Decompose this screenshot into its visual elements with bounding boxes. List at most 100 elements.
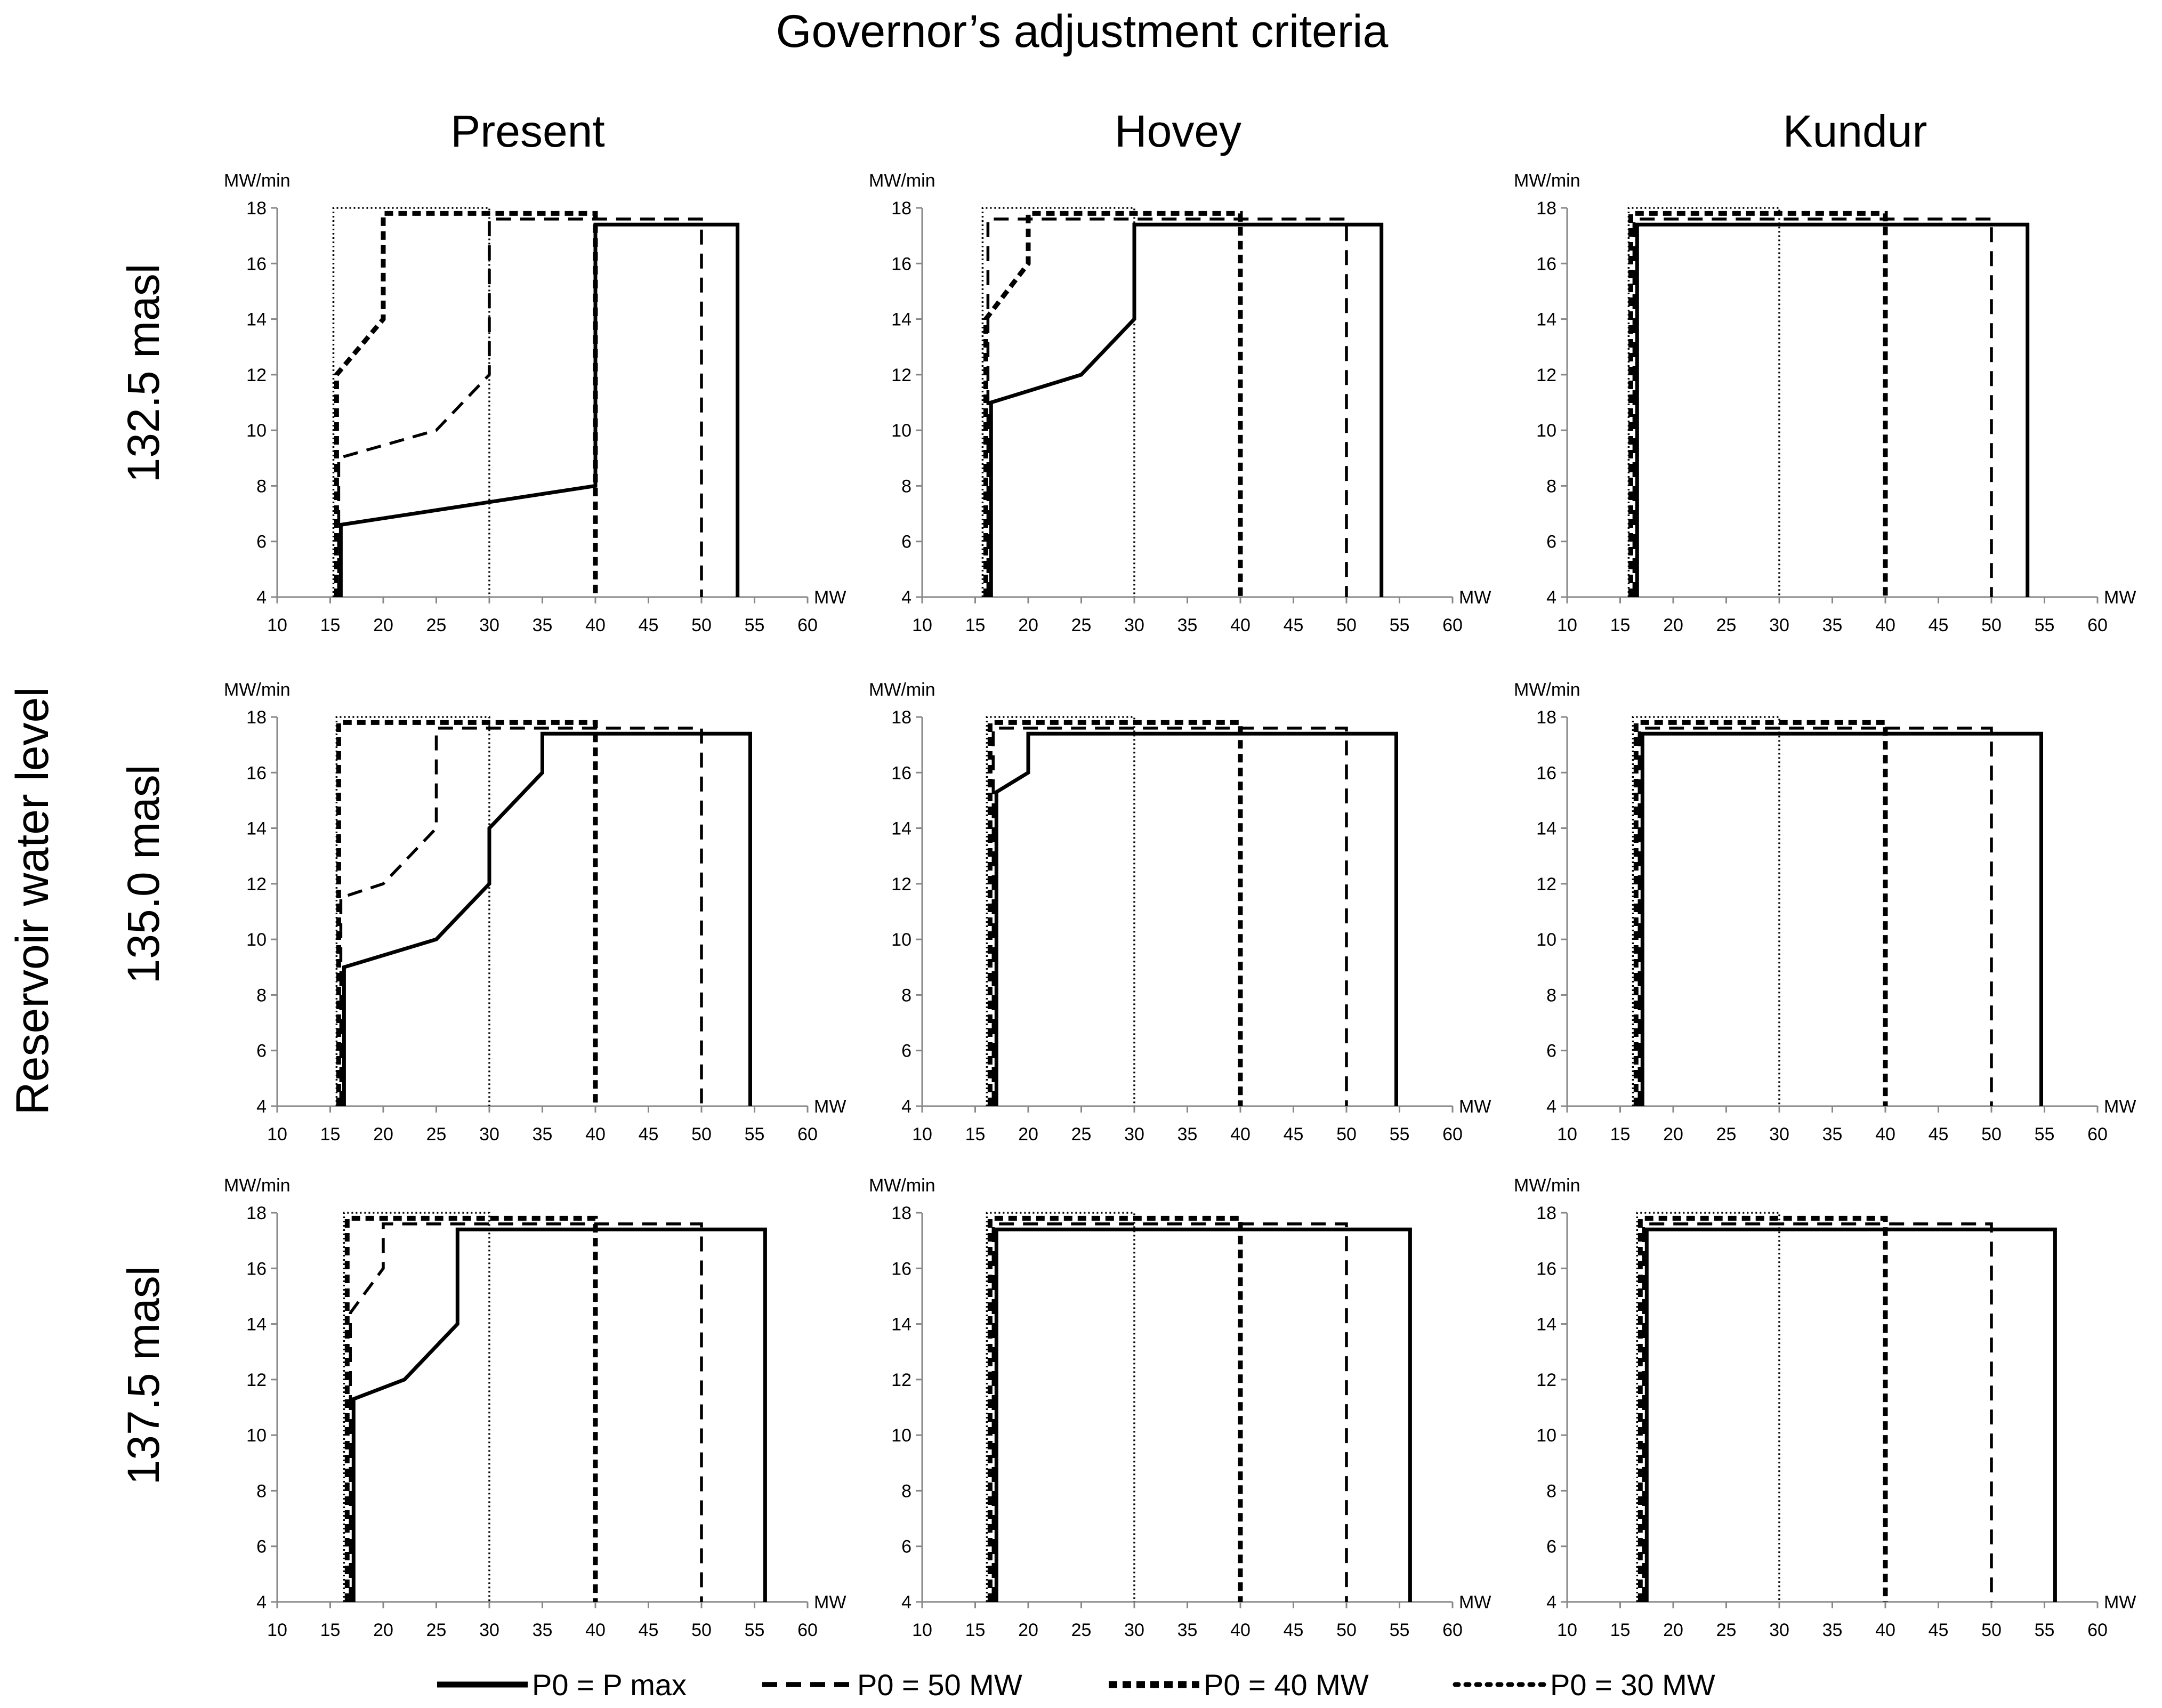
y-tick-label: 6 [256,532,267,552]
x-tick-label: 20 [1018,1620,1038,1640]
legend-item-p30: P0 = 30 MW [1453,1668,1715,1702]
x-tick-label: 15 [320,615,341,635]
x-tick-label: 15 [320,1124,341,1145]
x-tick-label: 60 [1442,615,1463,635]
series-line-p50 [991,1222,1348,1602]
y-tick-label: 12 [1536,365,1556,385]
x-tick-label: 40 [1230,615,1251,635]
x-tick-label: 45 [639,1124,659,1145]
x-tick-label: 50 [1336,615,1357,635]
y-tick-label: 4 [256,1592,267,1613]
row-title-132-5: 132.5 masl [118,264,168,483]
y-tick-label: 8 [901,476,911,496]
x-tick-label: 50 [691,1620,712,1640]
y-tick-label: 4 [1546,1592,1556,1613]
y-axis-label: MW/min [869,1175,935,1196]
x-axis-label: MW [2104,1097,2136,1117]
x-tick-label: 25 [1716,1124,1737,1145]
y-tick-label: 8 [901,985,911,1005]
y-tick-label: 18 [1536,707,1556,728]
y-tick-label: 6 [1546,532,1556,552]
y-tick-label: 18 [1536,198,1556,219]
y-tick-label: 10 [246,930,267,950]
legend-item-pmax: P0 = P max [437,1668,687,1702]
x-tick-label: 50 [1981,1124,2002,1145]
x-tick-label: 20 [1663,1620,1683,1640]
x-axis-label: MW [814,587,846,608]
x-tick-label: 35 [1177,1124,1198,1145]
x-tick-label: 10 [912,615,932,635]
series-line-pmax [989,222,1384,597]
y-tick-label: 12 [246,365,267,385]
x-tick-label: 55 [2035,615,2055,635]
y-tick-label: 18 [246,1203,267,1223]
x-tick-label: 35 [533,615,553,635]
x-tick-label: 30 [479,1620,499,1640]
x-axis-label: MW [1459,1097,1491,1117]
x-tick-label: 45 [1284,615,1304,635]
series-line-pmax [994,731,1398,1106]
x-tick-label: 60 [1442,1620,1463,1640]
x-tick-label: 25 [1716,1620,1737,1640]
series-line-pmax [1635,222,2030,597]
y-tick-label: 4 [256,1097,267,1117]
y-axis-label: MW/min [1514,1175,1580,1196]
y-tick-label: 12 [891,1370,911,1390]
y-tick-label: 10 [1536,1425,1556,1446]
x-tick-label: 10 [267,1620,287,1640]
y-tick-label: 6 [256,1537,267,1557]
y-tick-label: 14 [891,819,911,839]
x-tick-label: 30 [479,1124,499,1145]
x-tick-label: 20 [373,615,393,635]
x-tick-label: 35 [533,1124,553,1145]
x-tick-label: 55 [745,615,765,635]
y-tick-label: 14 [246,310,267,330]
x-tick-label: 40 [1230,1620,1251,1640]
x-tick-label: 20 [1018,1124,1038,1145]
x-tick-label: 40 [1875,615,1895,635]
x-tick-label: 60 [2087,615,2108,635]
series-line-pmax [994,1227,1412,1602]
panels: 4 6 8 10 12 14 16 18 10 15 20 25 30 35 40 45 50 55 60 MW/mi… [224,171,2136,1640]
figure-title: Governor’s adjustment criteria [776,6,1389,57]
panel-137-5-masl-kundur: 4 6 8 10 12 14 16 18 10 15 20 25 30 35 40 45 50 55 60 MW/mi… [1514,1175,2136,1640]
series-line-p30 [981,207,1135,597]
x-tick-label: 55 [745,1124,765,1145]
y-axis-label: MW/min [224,680,291,700]
x-tick-label: 10 [1557,1124,1577,1145]
series-line-p50 [991,727,1348,1106]
series-line-p40 [1628,211,1888,597]
x-tick-label: 45 [639,615,659,635]
y-axis-label: MW/min [1514,680,1580,700]
panel-135-0-masl-hovey: 4 6 8 10 12 14 16 18 10 15 20 25 30 35 40 45 50 55 60 MW/mi… [869,680,1491,1145]
series-line-p40 [987,1215,1243,1602]
x-tick-label: 10 [912,1124,932,1145]
column-title-kundur: Kundur [1783,106,1927,156]
x-tick-label: 50 [1981,615,2002,635]
x-tick-label: 25 [426,1124,447,1145]
y-tick-label: 14 [1536,819,1556,839]
y-tick-label: 14 [891,1315,911,1335]
y-tick-label: 14 [1536,310,1556,330]
x-tick-label: 45 [1929,1620,1949,1640]
x-tick-label: 55 [1390,1124,1410,1145]
y-tick-label: 16 [246,254,267,274]
x-tick-label: 60 [1442,1124,1463,1145]
series-line-p50 [986,217,1348,597]
y-tick-label: 14 [246,819,267,839]
x-tick-label: 20 [373,1620,393,1640]
legend-item-p50: P0 = 50 MW [762,1668,1022,1702]
legend-label-p40: P0 = 40 MW [1204,1668,1369,1702]
series-line-p30 [332,207,490,597]
x-tick-label: 30 [1124,615,1144,635]
series-line-pmax [338,222,740,597]
x-tick-label: 25 [1071,1124,1092,1145]
x-tick-label: 15 [1610,1124,1631,1145]
x-tick-label: 30 [479,615,499,635]
series-line-p40 [1637,1215,1888,1602]
x-tick-label: 35 [533,1620,553,1640]
x-tick-label: 60 [2087,1124,2108,1145]
x-tick-label: 15 [320,1620,341,1640]
series-line-pmax [1644,1227,2057,1602]
y-tick-label: 8 [1546,1481,1556,1501]
